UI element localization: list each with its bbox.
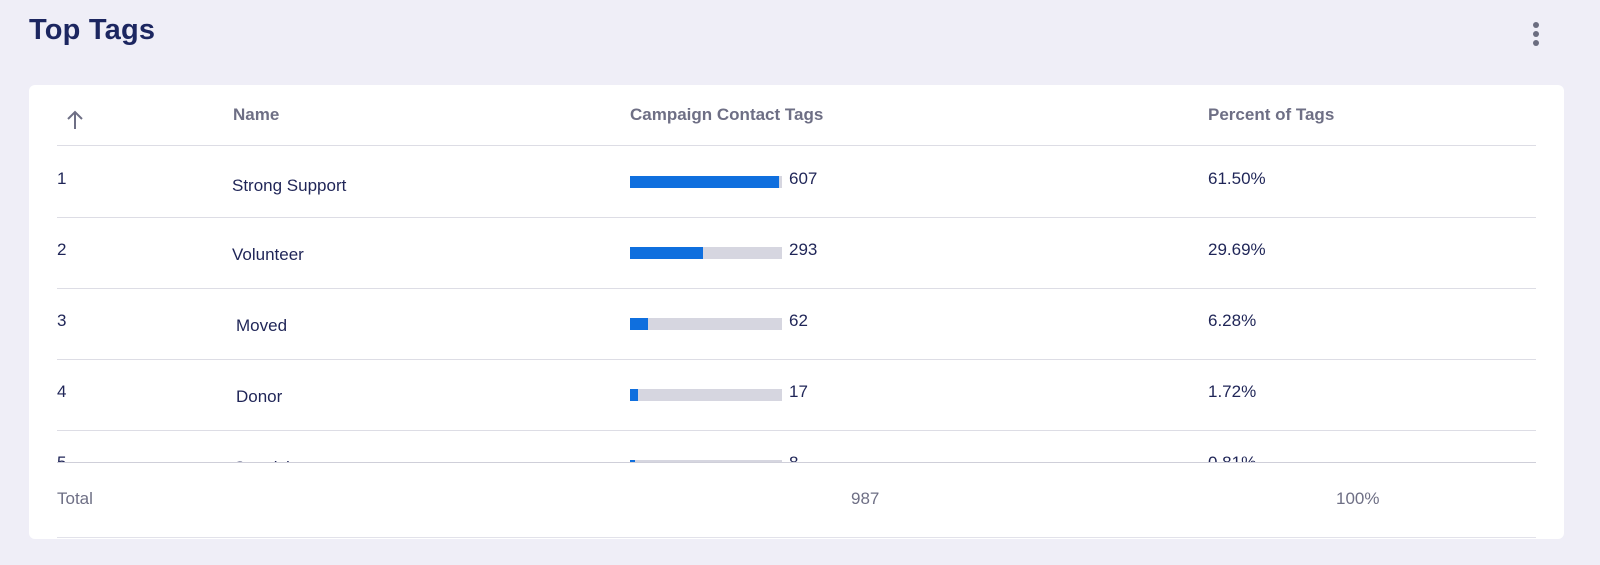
row-percent: 61.50% [1208, 169, 1266, 188]
top-tags-card: Name Campaign Contact Tags Percent of Ta… [29, 85, 1564, 539]
menu-dot [1533, 40, 1539, 46]
total-label: Total [57, 489, 93, 508]
kebab-menu-icon[interactable] [1526, 20, 1546, 48]
row-tag-name: Spanish [234, 458, 295, 462]
row-rank: 2 [57, 240, 67, 259]
row-tag-name: Donor [236, 387, 283, 406]
count-bar-fill [630, 318, 648, 330]
footer-bottom-divider [57, 537, 1536, 538]
count-bar-fill [630, 176, 779, 188]
row-rank: 3 [57, 311, 67, 330]
count-bar-track [630, 247, 782, 259]
menu-dot [1533, 22, 1539, 28]
count-bar-fill [630, 247, 703, 259]
column-header-percent[interactable]: Percent of Tags [1208, 105, 1335, 124]
row-count: 607 [789, 169, 818, 188]
table-row[interactable]: 2 Volunteer 293 29.69% [57, 217, 1536, 289]
row-percent: 6.28% [1208, 311, 1257, 330]
row-count: 17 [789, 382, 808, 401]
column-header-count[interactable]: Campaign Contact Tags [630, 105, 824, 124]
tags-table: Name Campaign Contact Tags Percent of Ta… [57, 85, 1536, 462]
row-rank: 5 [57, 453, 66, 462]
table-row[interactable]: 4 Donor 17 1.72% [57, 359, 1536, 431]
total-percent: 100% [1336, 489, 1380, 508]
total-count: 987 [851, 489, 880, 508]
table-header: Name Campaign Contact Tags Percent of Ta… [57, 85, 1536, 146]
arrow-up-icon[interactable] [65, 109, 85, 131]
count-bar-fill [630, 389, 638, 401]
count-bar-track [630, 460, 782, 462]
page-title: Top Tags [29, 14, 156, 46]
row-percent: 29.69% [1208, 240, 1266, 259]
row-tag-name: Moved [236, 316, 288, 335]
row-rank: 4 [57, 382, 67, 401]
row-tag-name: Volunteer [232, 245, 304, 264]
row-percent: 0.81% [1208, 453, 1256, 462]
row-count: 62 [789, 311, 808, 330]
count-bar-fill [630, 460, 635, 462]
count-bar-track [630, 318, 782, 330]
count-bar-track [630, 176, 782, 188]
row-tag-name: Strong Support [232, 176, 347, 195]
menu-dot [1533, 31, 1539, 37]
table-row[interactable]: 1 Strong Support 607 61.50% [57, 146, 1536, 218]
row-percent: 1.72% [1208, 382, 1257, 401]
count-bar-track [630, 389, 782, 401]
footer-divider [57, 462, 1536, 463]
row-count: 293 [789, 240, 818, 259]
table-row[interactable]: 3 Moved 62 6.28% [57, 288, 1536, 360]
table-row[interactable]: 5 Spanish 8 0.81% [57, 430, 1536, 462]
row-count: 8 [789, 453, 798, 462]
row-rank: 1 [57, 169, 67, 188]
column-header-name[interactable]: Name [233, 105, 280, 124]
